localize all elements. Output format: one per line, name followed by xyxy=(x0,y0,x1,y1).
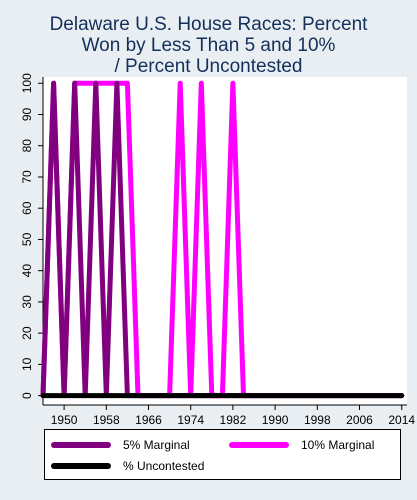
legend-swatch-uncontested xyxy=(51,463,111,469)
y-tick-label: 90 xyxy=(20,107,34,121)
y-tick-label: 80 xyxy=(20,139,34,153)
y-tick-label: 60 xyxy=(20,201,34,215)
y-tick-label: 50 xyxy=(20,232,34,246)
x-tick-label: 1982 xyxy=(220,413,247,427)
y-tick-label: 10 xyxy=(20,357,34,371)
x-tick-label: 1966 xyxy=(135,413,162,427)
y-tick-label: 40 xyxy=(20,264,34,278)
y-axis: 0 10 20 30 40 50 60 70 80 90 100 xyxy=(20,73,44,405)
y-tick-label: 100 xyxy=(20,73,34,93)
chart-title-line-3: / Percent Uncontested xyxy=(114,56,303,77)
x-tick-label: 2014 xyxy=(388,413,415,427)
x-tick-label: 1950 xyxy=(51,413,78,427)
chart-title: Delaware U.S. House Races: Percent Won b… xyxy=(0,14,417,77)
legend-item-10pct: 10% Marginal xyxy=(229,438,374,452)
x-tick-label: 2006 xyxy=(346,413,373,427)
x-tick-label: 1958 xyxy=(93,413,120,427)
x-axis: 1950 1958 1966 1974 1982 1990 1998 2006 2014 xyxy=(43,404,415,427)
y-tick-label: 20 xyxy=(20,326,34,340)
legend-label-5pct: 5% Marginal xyxy=(123,438,190,452)
y-tick-label: 30 xyxy=(20,295,34,309)
legend-swatch-10pct xyxy=(229,442,289,448)
chart-title-line-1: Delaware U.S. House Races: Percent xyxy=(49,14,368,35)
legend-item-5pct: 5% Marginal xyxy=(51,438,190,452)
legend-label-10pct: 10% Marginal xyxy=(301,438,375,452)
chart-title-line-2: Won by Less Than 5 and 10% xyxy=(81,35,336,56)
series-layer xyxy=(40,80,405,399)
legend: 5% Marginal 10% Marginal % Uncontested xyxy=(44,429,401,480)
x-tick-label: 1998 xyxy=(304,413,331,427)
legend-swatch-5pct xyxy=(51,442,111,448)
y-tick-label: 70 xyxy=(20,170,34,184)
x-tick-label: 1974 xyxy=(177,413,204,427)
x-tick-label: 1990 xyxy=(262,413,289,427)
legend-item-uncontested: % Uncontested xyxy=(51,459,204,473)
legend-label-uncontested: % Uncontested xyxy=(123,459,205,473)
y-tick-label: 0 xyxy=(20,392,34,399)
